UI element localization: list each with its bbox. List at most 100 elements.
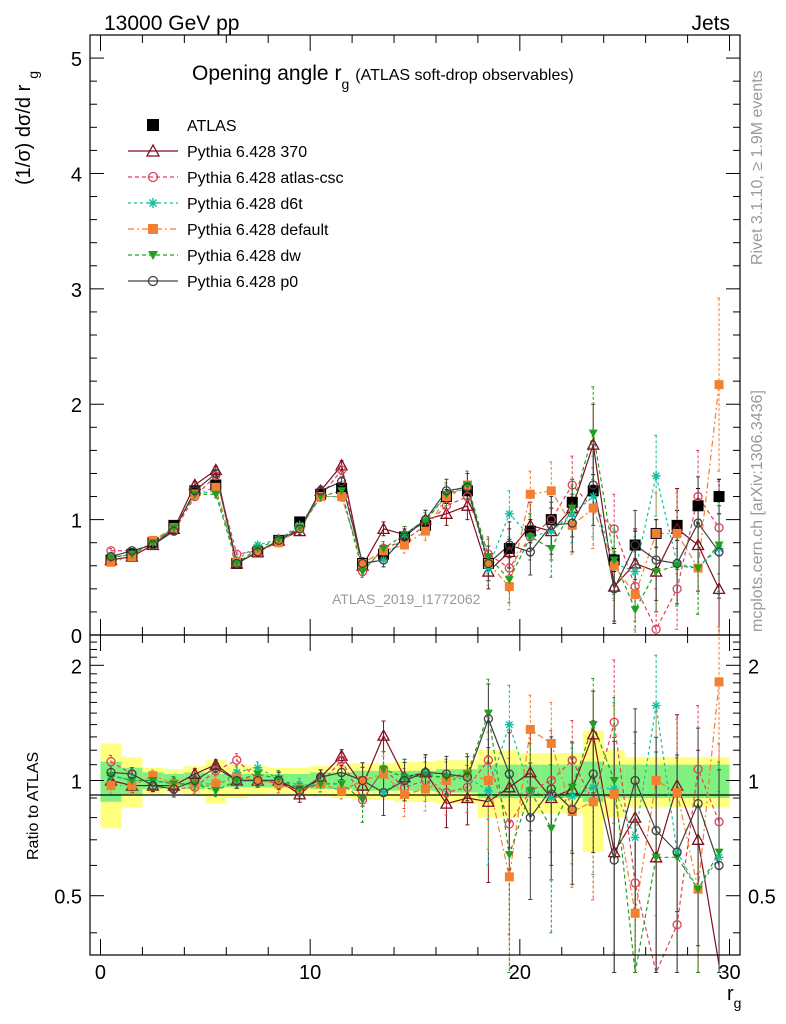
main-point-pythia-6-428-p0 — [651, 555, 661, 565]
ratio-y-tick-label: 0.5 — [54, 887, 82, 909]
ratio-point-pythia-6-428-p0 — [420, 767, 431, 778]
main-point-pythia-6-428-p0 — [588, 480, 598, 490]
main-point-pythia-6-428-default — [400, 540, 410, 550]
legend-marker — [148, 224, 158, 234]
ratio-point-pythia-6-428-p0 — [169, 784, 179, 794]
main-point-pythia-6-428-370 — [691, 538, 705, 551]
ratio-point-pythia-6-428-p0 — [525, 812, 535, 823]
main-point-pythia-6-428-atlas-csc — [336, 465, 347, 475]
ratio-point-pythia-6-428-d6t — [588, 782, 598, 792]
ratio-point-pythia-6-428-default — [525, 724, 535, 734]
ratio-point-pythia-6-428-dw — [693, 885, 703, 894]
ratio-point-pythia-6-428-default — [672, 788, 682, 798]
x-axis-title-main: r — [727, 983, 734, 1005]
ratio-point-pythia-6-428-dw — [400, 773, 410, 782]
ratio-y-tick-label-right: 2 — [748, 656, 759, 678]
main-point-pythia-6-428-atlas-csc — [441, 501, 452, 511]
main-point-pythia-6-428-default — [211, 482, 221, 492]
main-point-pythia-6-428-p0 — [462, 482, 473, 492]
main-point-pythia-6-428-dw — [546, 544, 556, 553]
main-point-pythia-6-428-p0 — [546, 520, 556, 531]
main-point-pythia-6-428-370 — [586, 437, 600, 450]
ratio-point-pythia-6-428-atlas-csc — [483, 755, 494, 765]
main-point-pythia-6-428-p0 — [378, 555, 389, 565]
ratio-point-pythia-6-428-370 — [188, 767, 202, 780]
main-point-pythia-6-428-dw — [232, 559, 242, 568]
ratio-point-pythia-6-428-p0 — [357, 775, 368, 786]
main-point-pythia-6-428-370 — [523, 518, 537, 531]
main-point-pythia-6-428-p0 — [148, 540, 158, 550]
main-point-pythia-6-428-dw — [672, 562, 682, 571]
main-point-pythia-6-428-dw — [504, 576, 514, 585]
ratio-point-pythia-6-428-dw — [483, 709, 493, 718]
main-point-pythia-6-428-atlas-csc — [609, 524, 619, 534]
ratio-point-pythia-6-428-default — [379, 769, 389, 779]
ratio-point-pythia-6-428-default — [630, 908, 640, 918]
main-point-pythia-6-428-370 — [439, 506, 454, 519]
main-error-bars — [108, 297, 722, 636]
main-point-pythia-6-428-p0 — [295, 524, 305, 534]
main-line-pythia-6-428-370 — [110, 444, 720, 590]
main-point-pythia-6-428-d6t — [379, 555, 389, 565]
ratio-point-pythia-6-428-370 — [460, 791, 475, 804]
ratio-point-pythia-6-428-dw — [588, 721, 598, 730]
ratio-line-pythia-6-428-dw — [110, 712, 720, 973]
main-point-pythia-6-428-atlas-csc — [693, 491, 703, 502]
ratio-point-pythia-6-428-dw — [525, 787, 535, 796]
ratio-errbar-pythia-6-428-p0 — [528, 762, 533, 900]
ratio-point-pythia-6-428-d6t — [546, 793, 556, 803]
main-point-pythia-6-428-dw — [567, 504, 577, 513]
chart-title-suffix: (ATLAS soft-drop observables) — [355, 67, 573, 84]
ratio-point-pythia-6-428-dw — [651, 853, 661, 862]
main-y-tick-label: 4 — [71, 164, 82, 186]
ratio-point-pythia-6-428-default — [483, 776, 493, 786]
main-point-pythia-6-428-default — [420, 526, 430, 536]
main-markers — [104, 380, 726, 634]
ratio-y-tick-label-right: 0.5 — [748, 887, 776, 909]
main-point-pythia-6-428-atlas-csc — [567, 480, 577, 490]
main-point-pythia-6-428-p0 — [630, 540, 640, 550]
x-tick-label: 10 — [299, 962, 321, 984]
x-axis-title: rg — [727, 983, 741, 1011]
main-point-pythia-6-428-d6t — [651, 471, 661, 481]
main-point-pythia-6-428-p0 — [420, 514, 431, 525]
ratio-point-pythia-6-428-d6t — [567, 791, 577, 801]
ratio-point-pythia-6-428-p0 — [441, 769, 452, 779]
ratio-point-pythia-6-428-default — [567, 806, 577, 816]
ratio-point-pythia-6-428-dw — [316, 780, 326, 789]
ratio-frame — [89, 634, 741, 956]
main-point-pythia-6-428-atlas-csc — [504, 563, 515, 573]
x-axis-title-sub: g — [734, 995, 742, 1011]
main-point-pythia-6-428-atlas-csc — [672, 584, 682, 594]
ratio-point-pythia-6-428-p0 — [253, 775, 263, 786]
header-left: 13000 GeV pp — [104, 12, 239, 35]
main-point-pythia-6-428-dw — [483, 553, 493, 562]
main-point-pythia-6-428-p0 — [336, 476, 347, 487]
main-point-pythia-6-428-default — [651, 528, 661, 538]
main-point-pythia-6-428-p0 — [567, 518, 577, 528]
ratio-point-pythia-6-428-default — [588, 797, 598, 807]
x-tick-label: 30 — [718, 962, 740, 984]
ratio-point-pythia-6-428-default — [504, 872, 514, 882]
main-point-pythia-6-428-d6t — [588, 492, 598, 502]
main-point-pythia-6-428-p0 — [357, 558, 368, 569]
ratio-point-pythia-6-428-p0 — [546, 784, 556, 794]
main-point-pythia-6-428-p0 — [315, 486, 326, 496]
ratio-point-pythia-6-428-atlas-csc — [672, 920, 682, 930]
y-axis-title: (1/σ) dσ/d r g — [13, 71, 41, 185]
main-point-pythia-6-428-dw — [693, 564, 703, 573]
main-point-pythia-6-428-d6t — [567, 509, 577, 519]
ratio-point-pythia-6-428-atlas-csc — [106, 757, 116, 767]
chart-title: Opening angle rg (ATLAS soft-drop observa… — [192, 62, 574, 92]
ratio-point-pythia-6-428-p0 — [483, 714, 494, 724]
main-point-pythia-6-428-dw — [253, 544, 263, 553]
ratio-point-pythia-6-428-p0 — [714, 860, 724, 871]
main-point-pythia-6-428-default — [106, 557, 116, 567]
main-y-tick-label: 3 — [71, 280, 82, 302]
legend-marker — [145, 143, 161, 157]
main-point-pythia-6-428-dw — [211, 490, 221, 499]
main-point-pythia-6-428-p0 — [106, 551, 116, 562]
main-point-atlas — [629, 539, 641, 551]
ratio-point-pythia-6-428-370 — [481, 794, 495, 807]
